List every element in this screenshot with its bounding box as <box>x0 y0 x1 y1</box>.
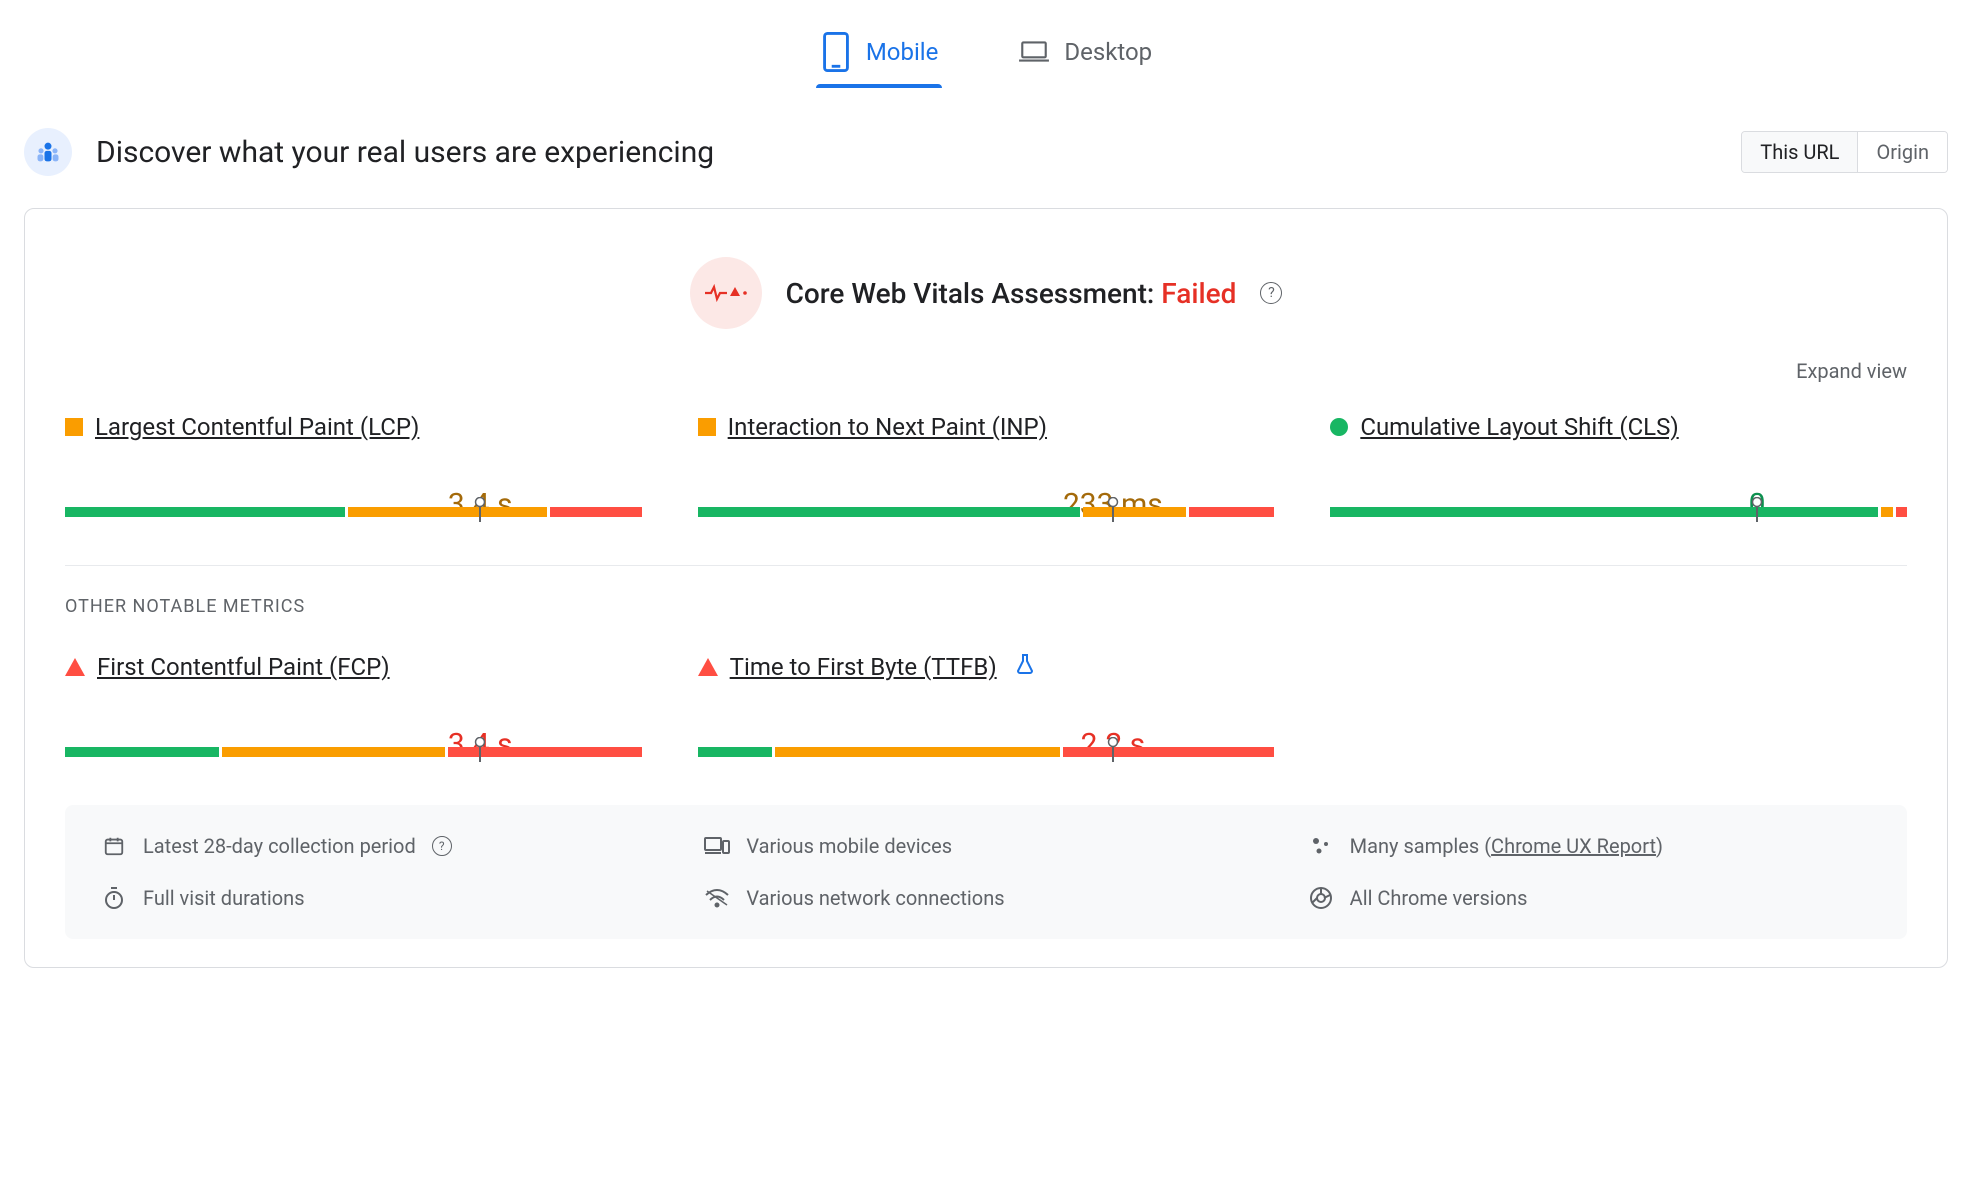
calendar-icon <box>101 833 127 859</box>
status-shape-icon <box>65 658 85 676</box>
header-left: Discover what your real users are experi… <box>24 128 714 176</box>
assessment-label: Core Web Vitals Assessment: <box>786 277 1162 310</box>
metric-fcp: First Contentful Paint (FCP) 3.4 s <box>65 653 642 757</box>
metric-inp-bar <box>698 507 1275 517</box>
assessment-help-icon[interactable]: ? <box>1260 282 1282 304</box>
info-devices-text: Various mobile devices <box>746 834 952 858</box>
field-data-card: Core Web Vitals Assessment: Failed ? Exp… <box>24 208 1948 968</box>
period-help-icon[interactable]: ? <box>432 836 452 856</box>
marker-icon <box>1107 737 1119 761</box>
info-network: Various network connections <box>704 885 1267 911</box>
chrome-icon <box>1308 885 1334 911</box>
devices-icon <box>704 833 730 859</box>
metric-ttfb-name[interactable]: Time to First Byte (TTFB) <box>730 653 997 681</box>
info-period: Latest 28-day collection period ? <box>101 833 664 859</box>
info-versions: All Chrome versions <box>1308 885 1871 911</box>
device-tabs: Mobile Desktop <box>24 0 1948 88</box>
smartphone-icon <box>820 36 852 68</box>
scope-toggle: This URL Origin <box>1741 131 1948 173</box>
page-title: Discover what your real users are experi… <box>96 135 714 170</box>
status-shape-icon <box>698 418 716 436</box>
tab-mobile-label: Mobile <box>866 38 939 66</box>
header-row: Discover what your real users are experi… <box>24 128 1948 176</box>
metric-inp-name[interactable]: Interaction to Next Paint (INP) <box>728 413 1047 441</box>
assessment-status: Failed <box>1161 277 1236 310</box>
assessment-row: Core Web Vitals Assessment: Failed ? <box>65 257 1907 329</box>
info-durations: Full visit durations <box>101 885 664 911</box>
tab-desktop[interactable]: Desktop <box>1014 24 1156 88</box>
marker-icon <box>474 737 486 761</box>
other-metrics-label: OTHER NOTABLE METRICS <box>65 596 1907 617</box>
status-shape-icon <box>1330 418 1348 436</box>
toggle-this-url[interactable]: This URL <box>1742 132 1857 172</box>
metric-cls-bar <box>1330 507 1907 517</box>
metric-lcp-name[interactable]: Largest Contentful Paint (LCP) <box>95 413 419 441</box>
users-icon <box>24 128 72 176</box>
tab-desktop-label: Desktop <box>1064 38 1152 66</box>
info-box: Latest 28-day collection period ? Variou… <box>65 805 1907 939</box>
wifi-icon <box>704 885 730 911</box>
metric-cls: Cumulative Layout Shift (CLS) 0 <box>1330 413 1907 517</box>
metric-lcp: Largest Contentful Paint (LCP) 3.4 s <box>65 413 642 517</box>
metric-inp: Interaction to Next Paint (INP) 233 ms <box>698 413 1275 517</box>
info-versions-text: All Chrome versions <box>1350 886 1528 910</box>
expand-view-link[interactable]: Expand view <box>1796 359 1907 383</box>
metric-ttfb-bar <box>698 747 1275 757</box>
metric-ttfb: Time to First Byte (TTFB) 2.2 s <box>698 653 1275 757</box>
status-shape-icon <box>65 418 83 436</box>
scatter-icon <box>1308 833 1334 859</box>
assessment-text: Core Web Vitals Assessment: Failed <box>786 277 1237 310</box>
laptop-icon <box>1018 36 1050 68</box>
core-metrics: Largest Contentful Paint (LCP) 3.4 s Int… <box>65 413 1907 517</box>
info-durations-text: Full visit durations <box>143 886 305 910</box>
experimental-icon[interactable] <box>1015 653 1035 681</box>
metric-lcp-bar <box>65 507 642 517</box>
marker-icon <box>1107 497 1119 521</box>
info-samples-suffix: ) <box>1656 834 1663 858</box>
info-network-text: Various network connections <box>746 886 1004 910</box>
toggle-origin[interactable]: Origin <box>1857 132 1947 172</box>
tab-mobile[interactable]: Mobile <box>816 24 943 88</box>
marker-icon <box>1751 497 1763 521</box>
metric-fcp-name[interactable]: First Contentful Paint (FCP) <box>97 653 390 681</box>
marker-icon <box>474 497 486 521</box>
status-badge-icon <box>690 257 762 329</box>
info-samples: Many samples (Chrome UX Report) <box>1308 833 1871 859</box>
status-shape-icon <box>698 658 718 676</box>
metric-cls-name[interactable]: Cumulative Layout Shift (CLS) <box>1360 413 1678 441</box>
crux-report-link[interactable]: Chrome UX Report <box>1491 834 1656 858</box>
info-devices: Various mobile devices <box>704 833 1267 859</box>
info-samples-prefix: Many samples ( <box>1350 834 1491 858</box>
metric-fcp-bar <box>65 747 642 757</box>
info-period-text: Latest 28-day collection period <box>143 834 416 858</box>
other-metrics: First Contentful Paint (FCP) 3.4 s Time … <box>65 653 1907 757</box>
stopwatch-icon <box>101 885 127 911</box>
divider <box>65 565 1907 566</box>
